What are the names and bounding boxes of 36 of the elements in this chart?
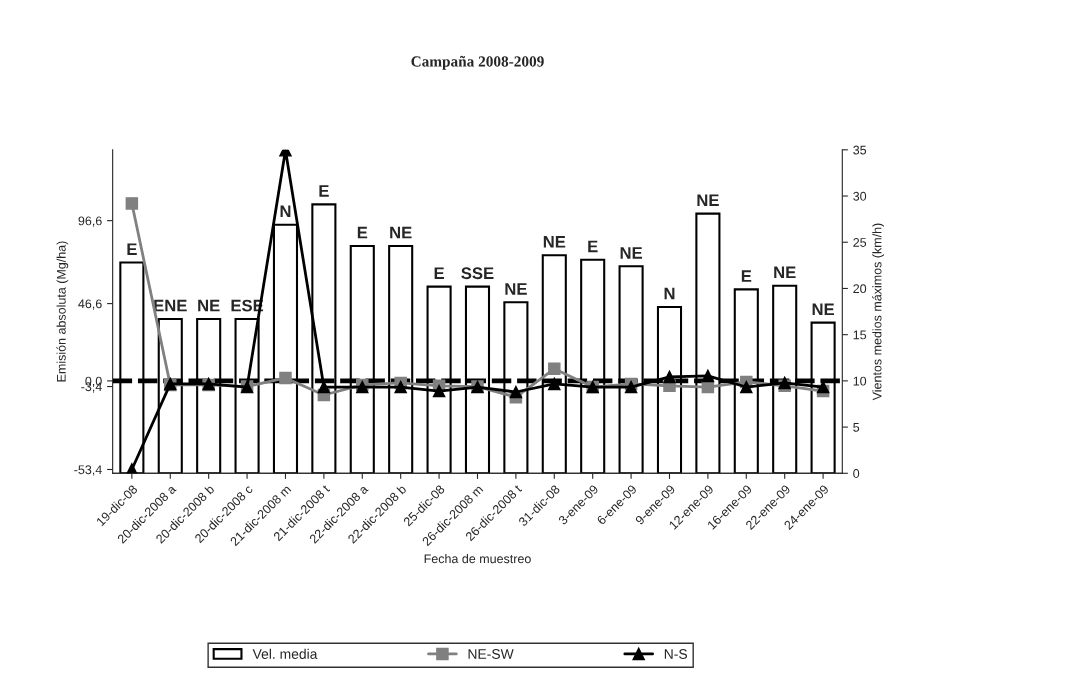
data-label: E bbox=[357, 226, 368, 239]
data-label: NE bbox=[697, 194, 719, 206]
data-label: NE bbox=[812, 303, 835, 316]
chart-title: Campaña 2008-2009 bbox=[411, 55, 544, 70]
data-label: E bbox=[588, 240, 598, 253]
data-label: N bbox=[280, 205, 291, 218]
y2-tick-label: 10 bbox=[853, 376, 867, 386]
data-label: E bbox=[741, 270, 752, 282]
legend-label: Vel. media bbox=[252, 648, 318, 659]
y2-tick-label: 25 bbox=[853, 238, 867, 247]
data-label: E bbox=[434, 267, 444, 279]
data-label: NE bbox=[198, 299, 220, 312]
y-axis-title: Emisión absoluta (Mg/ha) bbox=[56, 241, 69, 382]
data-label: ENE bbox=[154, 299, 187, 312]
data-label: E bbox=[319, 185, 329, 197]
data-label: NE bbox=[620, 247, 643, 259]
data-label: E bbox=[127, 243, 137, 255]
legend-label: N-S bbox=[664, 649, 687, 659]
data-label: NE bbox=[505, 283, 527, 295]
x-axis-title: Fecha de muestreo bbox=[424, 554, 531, 564]
data-label: SSE bbox=[461, 267, 494, 280]
y2-tick-label: 35 bbox=[853, 145, 867, 155]
data-label: N bbox=[664, 287, 675, 300]
y2-tick-label: 15 bbox=[853, 330, 867, 340]
y-tick-label: 46,6 bbox=[78, 299, 102, 310]
data-label: NE bbox=[390, 226, 412, 239]
y2-tick-label: 5 bbox=[853, 423, 860, 432]
y2-tick-label: 0 bbox=[853, 469, 860, 478]
y2-tick-label: 30 bbox=[853, 191, 867, 201]
y-tick-label: -53,4 bbox=[74, 465, 102, 476]
y2-tick-label: 20 bbox=[853, 284, 867, 294]
legend-label: NE-SW bbox=[468, 649, 514, 659]
y-tick-label: 96,6 bbox=[78, 216, 102, 227]
data-label: NE bbox=[774, 266, 796, 279]
data-label: NE bbox=[543, 236, 566, 248]
y2-axis-title: Vientos medios máximos (km/h) bbox=[872, 223, 884, 401]
